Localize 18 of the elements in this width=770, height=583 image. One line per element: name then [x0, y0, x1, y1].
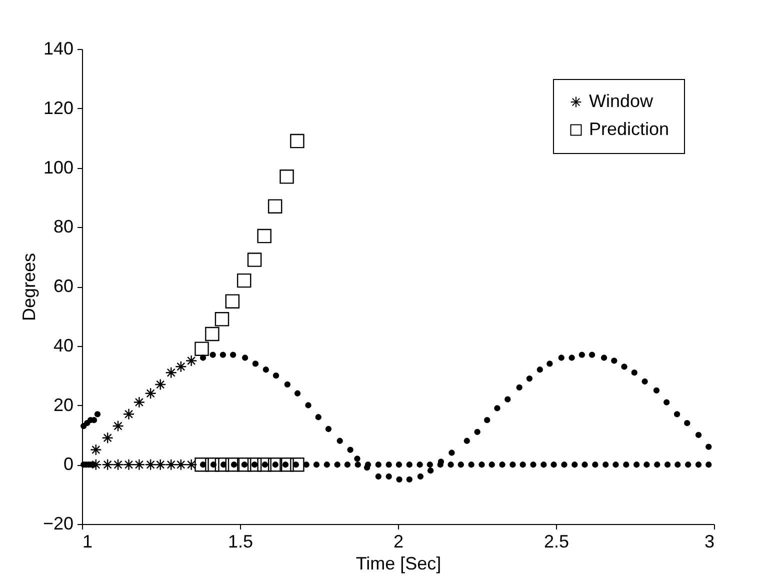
x-tick-label: 2	[393, 532, 404, 552]
y-tick-label: 0	[63, 454, 74, 474]
y-axis-title: Degrees	[18, 252, 39, 322]
y-tick-label: 80	[53, 216, 74, 237]
x-tick-label: 3	[704, 532, 714, 552]
x-axis-title: Time [Sec]	[356, 554, 442, 574]
y-tick-label: 100	[43, 157, 74, 178]
y-tick-label: 20	[53, 394, 74, 415]
x-tick-label: 1.5	[228, 532, 254, 552]
x-tick-label: 2.5	[544, 532, 570, 552]
y-tick-label: 140	[43, 38, 74, 58]
y-tick-label: −20	[42, 514, 74, 534]
legend-label: Prediction	[589, 119, 670, 139]
y-tick-label: 120	[43, 98, 74, 118]
y-tick-label: 60	[53, 276, 74, 296]
x-tick-label: 1	[82, 532, 93, 552]
y-tick-label: 40	[53, 335, 74, 356]
legend-label: Window	[589, 91, 654, 111]
